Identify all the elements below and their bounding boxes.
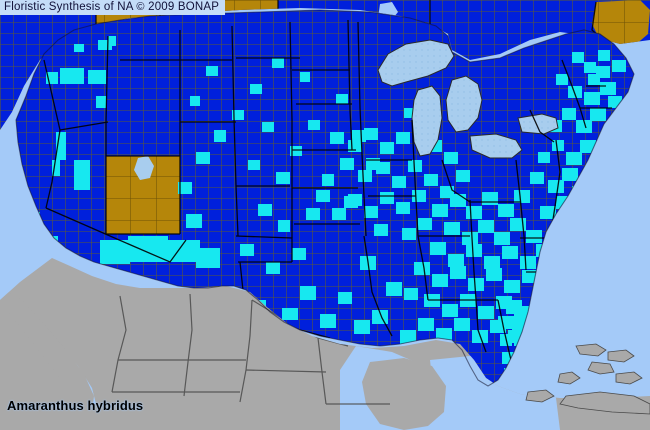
map-title-text: Floristic Synthesis of NA	[4, 1, 133, 13]
island-bahama-2	[607, 349, 635, 363]
baja-california	[0, 290, 94, 412]
yucatan-peninsula	[362, 358, 446, 430]
island-cuba	[559, 391, 650, 415]
lake-michigan	[411, 85, 443, 157]
region-canada-maritimes	[592, 0, 650, 48]
caribbean-islands	[525, 343, 650, 415]
great-lakes	[377, 39, 559, 159]
species-name-label: Amaranthus hybridus	[7, 398, 144, 413]
lake-great-salt	[134, 156, 154, 180]
lake-superior	[377, 39, 455, 87]
island-key-west	[525, 389, 555, 403]
island-bahama-3	[587, 361, 615, 375]
island-bahama-4	[557, 371, 581, 385]
state-utah-notch	[156, 156, 180, 182]
publisher-name: BONAP	[177, 1, 220, 13]
island-bahama-1	[575, 343, 607, 357]
map-title-plate: Floristic Synthesis of NA © 2009 BONAP	[0, 0, 226, 15]
lake-erie	[469, 133, 523, 159]
lake-huron	[445, 75, 483, 133]
lake-ontario	[517, 113, 559, 135]
mexico-state-borders	[111, 293, 390, 405]
copyright-year: 2009	[148, 1, 175, 13]
us-coastline-outline	[15, 9, 635, 387]
copyright-icon: ©	[136, 1, 145, 13]
island-bahama-5	[615, 371, 643, 385]
